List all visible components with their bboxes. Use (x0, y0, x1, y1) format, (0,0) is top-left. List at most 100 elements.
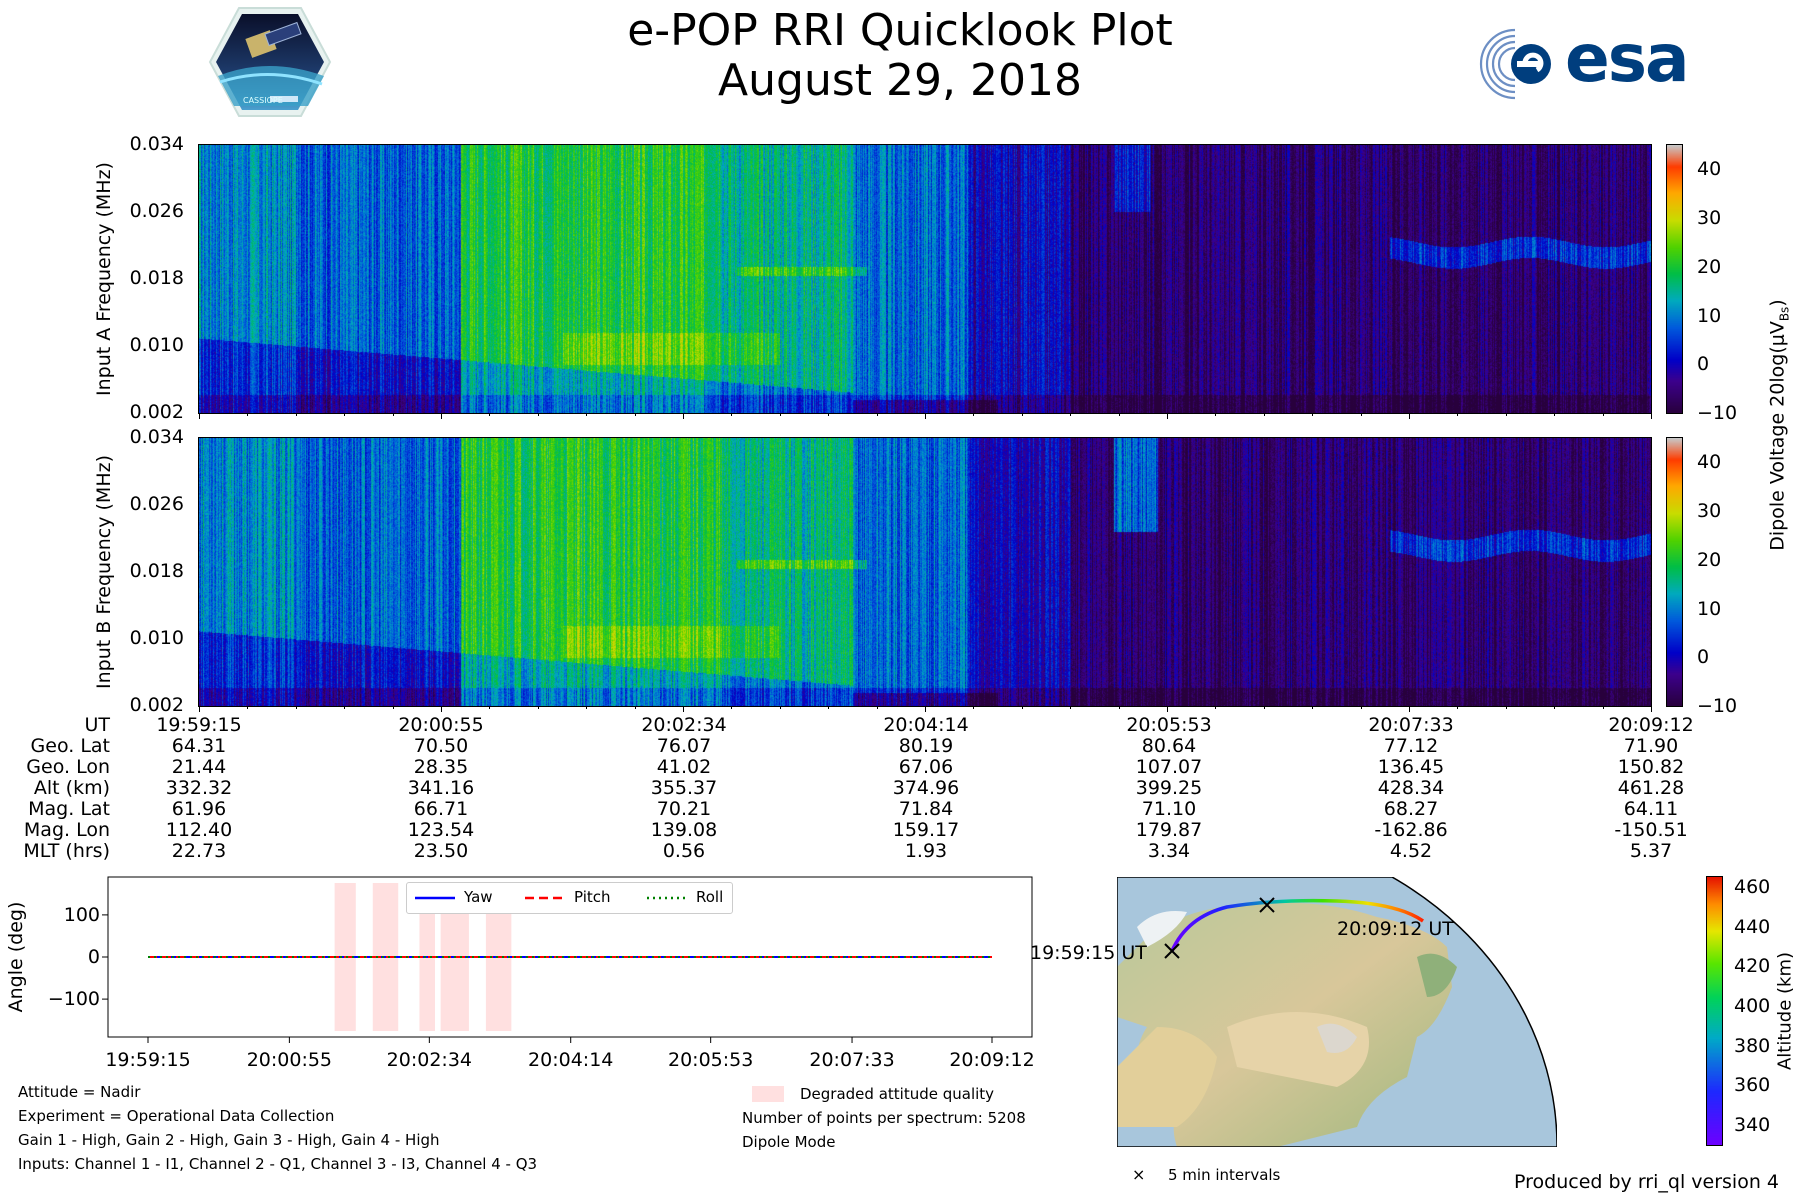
spectrogram-xtick-mark (925, 413, 926, 419)
attitude-xtick: 20:07:33 (809, 1049, 895, 1071)
spectrogram-b-ytick: 0.002 (129, 694, 184, 716)
colorbar-a-tick: −10 (1697, 402, 1738, 424)
spectrogram-xtick-mark (925, 706, 926, 712)
info-gains: Gain 1 - High, Gain 2 - High, Gain 3 - H… (18, 1131, 440, 1149)
ephemeris-cell: 136.45 (1377, 756, 1445, 778)
spectrogram-xtick-mark (683, 706, 684, 712)
ephemeris-cell: 61.96 (171, 798, 227, 820)
colorbar-b-tick: 30 (1697, 500, 1722, 523)
ephemeris-cell: -162.86 (1374, 819, 1448, 841)
ephemeris-cell: 5.37 (1629, 840, 1673, 862)
orbit-map (1116, 876, 1558, 1148)
altitude-colorbar-tick: 380 (1734, 1034, 1771, 1057)
ephemeris-cell: -150.51 (1614, 819, 1688, 841)
spectrogram-xtick-mark (489, 706, 491, 709)
page-date: August 29, 2018 (718, 55, 1082, 106)
spectrogram-b-ytick: 0.010 (129, 627, 184, 649)
ephemeris-cell: 23.50 (413, 840, 469, 862)
ephemeris-row-label: Alt (km) (33, 777, 110, 799)
spectrogram-xtick-mark (489, 413, 491, 416)
ephemeris-cell: 76.07 (656, 735, 712, 757)
spectrogram-xtick-mark (634, 706, 636, 709)
footer-produced-by: Produced by rri_ql version 4 (1514, 1171, 1779, 1193)
ephemeris-cell: 28.35 (413, 756, 469, 778)
info-experiment: Experiment = Operational Data Collection (18, 1107, 335, 1125)
spectrogram-xtick-mark (537, 413, 539, 416)
spectrogram-xtick-mark (779, 413, 781, 416)
colorbar-b-tick: −10 (1697, 695, 1738, 717)
ephemeris-cell: 399.25 (1135, 777, 1203, 799)
ephemeris-cell: 67.06 (898, 756, 954, 778)
spectrogram-xtick-mark (344, 413, 346, 416)
attitude-ytick: 0 (87, 946, 100, 968)
spectrogram-xtick-mark (1360, 706, 1362, 709)
ephemeris-cell: 77.12 (1383, 735, 1439, 757)
spectrogram-xtick-mark (1312, 413, 1314, 416)
degraded-legend-swatch (752, 1086, 784, 1102)
spectrogram-xtick-mark (1409, 413, 1410, 419)
ephemeris-cell: 20:07:33 (1368, 714, 1454, 736)
ephemeris-cell: 107.07 (1135, 756, 1203, 778)
spectrogram-xtick-mark (1505, 706, 1507, 709)
map-start-label: 19:59:15 UT (1030, 942, 1147, 964)
ephemeris-cell: 3.34 (1147, 840, 1191, 862)
attitude-xtick: 20:09:12 (949, 1049, 1035, 1071)
spectrogram-xtick-mark (876, 413, 878, 416)
altitude-colorbar-tick: 460 (1734, 875, 1771, 898)
orbit-5min-marker (1259, 897, 1275, 913)
spectrogram-a-ytick: 0.018 (129, 267, 184, 289)
ephemeris-cell: 374.96 (892, 777, 960, 799)
altitude-colorbar (1706, 876, 1723, 1146)
altitude-colorbar-tick: 420 (1734, 955, 1771, 978)
spectrogram-xtick-mark (586, 706, 588, 709)
spectrogram-xtick-mark (1602, 413, 1604, 416)
spectrogram-xtick-mark (392, 706, 394, 709)
ephemeris-cell: 159.17 (892, 819, 960, 841)
attitude-legend: Yaw Pitch Roll (406, 882, 733, 914)
ephemeris-cell: 71.90 (1623, 735, 1679, 757)
spectrogram-xtick-mark (731, 706, 733, 709)
spectrogram-xtick-mark (1457, 706, 1459, 709)
spectrogram-xtick-mark (1651, 413, 1652, 419)
colorbar-b-tick: 0 (1697, 646, 1710, 669)
ephemeris-cell: 332.32 (165, 777, 233, 799)
cassiope-mission-patch-icon (208, 6, 332, 118)
spectrogram-xtick-mark (973, 413, 975, 416)
page-title: e-POP RRI Quicklook Plot (627, 5, 1173, 56)
spectrogram-xtick-mark (634, 413, 636, 416)
ephemeris-cell: 112.40 (165, 819, 233, 841)
spectrogram-xtick-mark (441, 413, 442, 419)
spectrogram-a-ytick: 0.002 (129, 401, 184, 423)
colorbar-b-tick: 40 (1697, 451, 1722, 474)
ephemeris-cell: 428.34 (1377, 777, 1445, 799)
colorbar-a-tick: 0 (1697, 353, 1710, 376)
ephemeris-cell: 70.21 (656, 798, 712, 820)
attitude-xtick: 20:05:53 (667, 1049, 754, 1071)
spectrogram-xtick-mark (1409, 706, 1410, 712)
ephemeris-cell: 71.84 (898, 798, 954, 820)
ephemeris-cell: 80.64 (1141, 735, 1197, 757)
spectrogram-xtick-mark (1167, 413, 1168, 419)
ephemeris-row-label: MLT (hrs) (23, 840, 110, 862)
spectrogram-input-b (198, 437, 1652, 707)
ephemeris-row-label: UT (84, 714, 110, 736)
altitude-colorbar-label: Altitude (km) (1774, 951, 1796, 1071)
ephemeris-cell: 179.87 (1135, 819, 1203, 841)
spectrogram-xtick-mark (1505, 413, 1507, 416)
ephemeris-cell: 68.27 (1383, 798, 1439, 820)
spectrogram-xtick-mark (1554, 413, 1556, 416)
spectrogram-xtick-mark (828, 706, 830, 709)
ephemeris-row-label: Geo. Lon (26, 756, 110, 778)
spectrogram-xtick-mark (1167, 706, 1168, 712)
spectrogram-a-ytick: 0.026 (129, 200, 184, 222)
spectrogram-xtick-mark (392, 413, 394, 416)
colorbar-b (1666, 437, 1683, 707)
spectrogram-xtick-mark (1118, 706, 1120, 709)
spectrogram-input-a (198, 144, 1652, 414)
info-points-per-spectrum: Number of points per spectrum: 5208 (742, 1109, 1026, 1127)
ephemeris-cell: 71.10 (1141, 798, 1197, 820)
spectrogram-b-ylabel: Input B Frequency (MHz) (93, 455, 115, 689)
ephemeris-cell: 21.44 (171, 756, 227, 778)
attitude-ytick: −100 (47, 988, 100, 1011)
spectrogram-b-ytick: 0.018 (129, 560, 184, 582)
